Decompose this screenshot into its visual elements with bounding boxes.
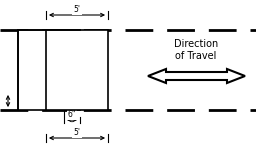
Bar: [46, 30, 108, 110]
Text: Direction
of Travel: Direction of Travel: [174, 39, 218, 61]
Text: 5': 5': [73, 5, 80, 14]
Text: 5': 5': [73, 128, 80, 137]
Text: 6": 6": [68, 110, 76, 119]
Bar: [18, 30, 80, 110]
Polygon shape: [148, 69, 245, 83]
